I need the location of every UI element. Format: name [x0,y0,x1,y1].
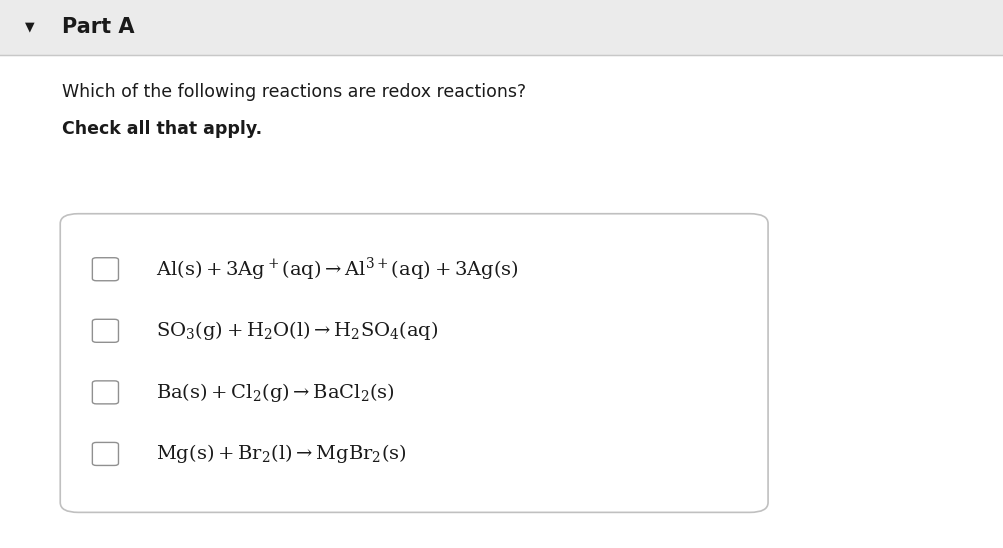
Text: $\mathrm{SO_3(g) + H_2O(l) \rightarrow H_2SO_4(aq)}$: $\mathrm{SO_3(g) + H_2O(l) \rightarrow H… [155,319,437,342]
Text: Which of the following reactions are redox reactions?: Which of the following reactions are red… [62,83,526,100]
Text: ▼: ▼ [25,21,35,34]
FancyBboxPatch shape [0,0,1003,55]
Text: Check all that apply.: Check all that apply. [62,120,262,138]
FancyBboxPatch shape [60,214,767,512]
Text: $\mathrm{Ba(s) + Cl_2(g) \rightarrow BaCl_2(s)}$: $\mathrm{Ba(s) + Cl_2(g) \rightarrow BaC… [155,381,394,404]
FancyBboxPatch shape [0,55,1003,548]
FancyBboxPatch shape [92,258,118,281]
FancyBboxPatch shape [92,319,118,342]
Text: $\mathrm{Al(s) + 3Ag^+(aq) \rightarrow Al^{3+}(aq) + 3Ag(s)}$: $\mathrm{Al(s) + 3Ag^+(aq) \rightarrow A… [155,255,518,283]
Text: $\mathrm{Mg(s) + Br_2(l) \rightarrow MgBr_2(s)}$: $\mathrm{Mg(s) + Br_2(l) \rightarrow MgB… [155,442,406,465]
Text: Part A: Part A [62,18,134,37]
FancyBboxPatch shape [92,442,118,465]
FancyBboxPatch shape [92,381,118,404]
